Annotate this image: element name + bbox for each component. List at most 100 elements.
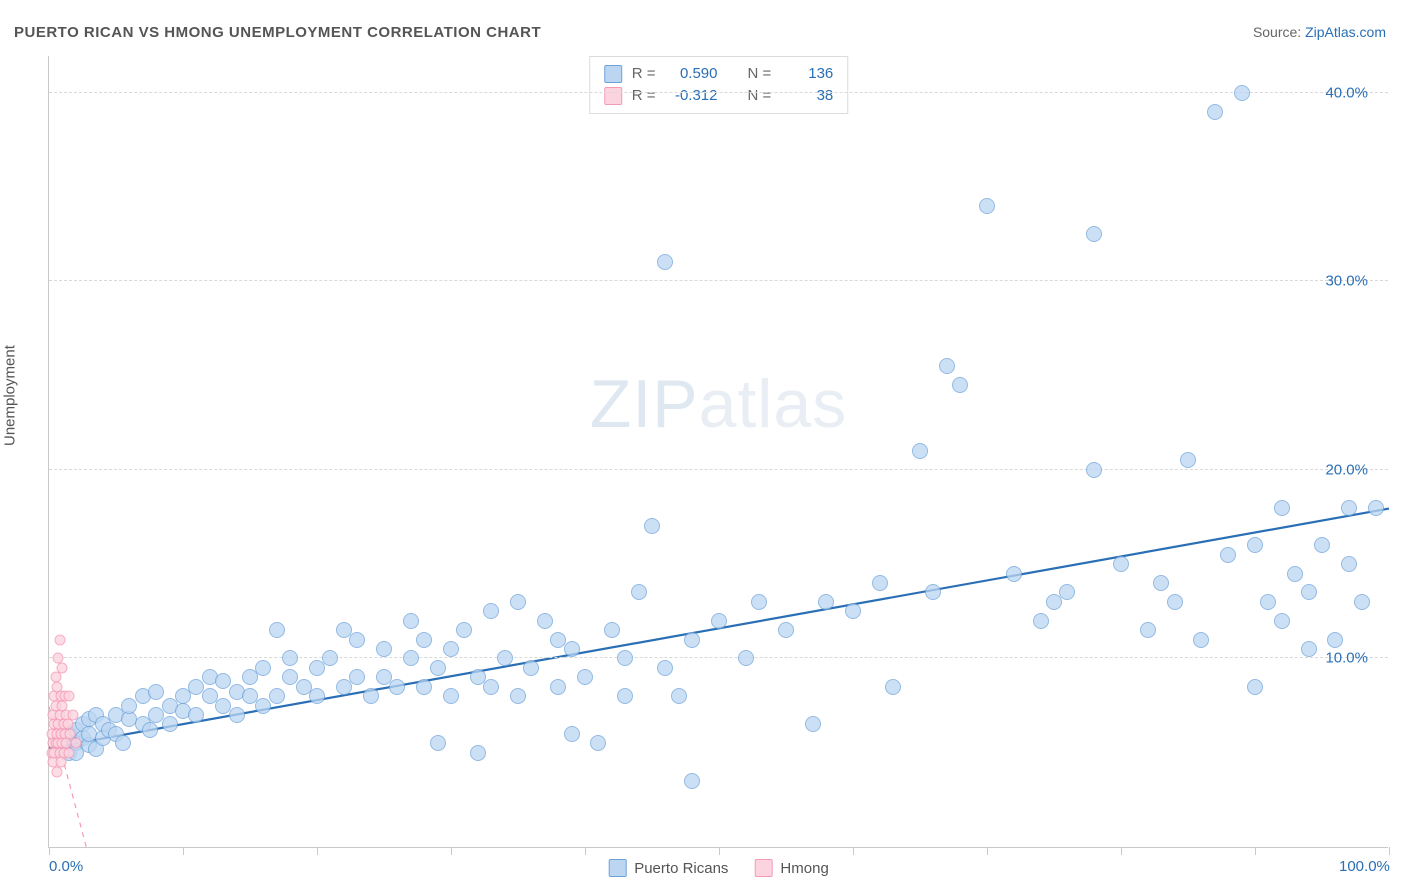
point-puerto-ricans [255, 660, 271, 676]
point-puerto-ricans [443, 688, 459, 704]
x-tick-label: 100.0% [1339, 858, 1390, 875]
point-puerto-ricans [309, 688, 325, 704]
point-puerto-ricans [142, 722, 158, 738]
source-label: Source: [1253, 24, 1301, 40]
point-puerto-ricans [416, 679, 432, 695]
point-puerto-ricans [604, 622, 620, 638]
watermark: ZIPatlas [590, 365, 847, 443]
legend-item-hmong: Hmong [754, 859, 828, 877]
point-puerto-ricans [1327, 632, 1343, 648]
point-puerto-ricans [523, 660, 539, 676]
point-puerto-ricans [403, 650, 419, 666]
gridline [49, 657, 1388, 658]
point-puerto-ricans [376, 641, 392, 657]
point-puerto-ricans [617, 688, 633, 704]
point-puerto-ricans [188, 707, 204, 723]
point-hmong [68, 710, 79, 721]
point-puerto-ricans [1207, 104, 1223, 120]
gridline [49, 469, 1388, 470]
point-puerto-ricans [845, 603, 861, 619]
point-puerto-ricans [1301, 584, 1317, 600]
point-puerto-ricans [939, 358, 955, 374]
point-puerto-ricans [952, 377, 968, 393]
point-puerto-ricans [805, 716, 821, 732]
x-tick [317, 847, 318, 855]
point-puerto-ricans [979, 198, 995, 214]
x-tick [1255, 847, 1256, 855]
point-puerto-ricans [1059, 584, 1075, 600]
point-puerto-ricans [416, 632, 432, 648]
point-puerto-ricans [322, 650, 338, 666]
point-hmong [64, 691, 75, 702]
point-puerto-ricans [1341, 500, 1357, 516]
point-puerto-ricans [1287, 566, 1303, 582]
point-puerto-ricans [229, 707, 245, 723]
point-puerto-ricans [349, 669, 365, 685]
swatch-puerto-ricans [604, 65, 622, 83]
point-puerto-ricans [657, 660, 673, 676]
point-puerto-ricans [430, 660, 446, 676]
point-puerto-ricans [510, 594, 526, 610]
point-puerto-ricans [590, 735, 606, 751]
point-puerto-ricans [1234, 85, 1250, 101]
series-legend: Puerto Ricans Hmong [608, 859, 829, 877]
point-puerto-ricans [550, 679, 566, 695]
x-tick [719, 847, 720, 855]
point-puerto-ricans [1193, 632, 1209, 648]
point-puerto-ricans [778, 622, 794, 638]
point-hmong [64, 747, 75, 758]
point-puerto-ricans [1153, 575, 1169, 591]
point-puerto-ricans [269, 688, 285, 704]
point-puerto-ricans [148, 684, 164, 700]
source-attribution: Source: ZipAtlas.com [1253, 24, 1386, 40]
legend-item-puerto-ricans: Puerto Ricans [608, 859, 728, 877]
x-tick [585, 847, 586, 855]
point-puerto-ricans [1113, 556, 1129, 572]
point-puerto-ricans [1086, 462, 1102, 478]
y-tick-label: 40.0% [1325, 84, 1368, 101]
point-puerto-ricans [389, 679, 405, 695]
point-puerto-ricans [1247, 679, 1263, 695]
point-puerto-ricans [711, 613, 727, 629]
gridline [49, 92, 1388, 93]
point-puerto-ricans [617, 650, 633, 666]
point-puerto-ricans [403, 613, 419, 629]
source-link[interactable]: ZipAtlas.com [1305, 24, 1386, 40]
point-hmong [56, 757, 67, 768]
point-puerto-ricans [282, 650, 298, 666]
swatch-hmong [604, 87, 622, 105]
point-puerto-ricans [912, 443, 928, 459]
point-puerto-ricans [564, 726, 580, 742]
point-puerto-ricans [1274, 500, 1290, 516]
point-puerto-ricans [497, 650, 513, 666]
gridline [49, 280, 1388, 281]
point-puerto-ricans [537, 613, 553, 629]
swatch-hmong-icon [754, 859, 772, 877]
point-puerto-ricans [1314, 537, 1330, 553]
point-puerto-ricans [363, 688, 379, 704]
point-puerto-ricans [1260, 594, 1276, 610]
point-puerto-ricans [925, 584, 941, 600]
point-hmong [70, 738, 81, 749]
point-puerto-ricans [738, 650, 754, 666]
point-puerto-ricans [483, 603, 499, 619]
y-tick-label: 10.0% [1325, 650, 1368, 667]
point-puerto-ricans [1354, 594, 1370, 610]
point-puerto-ricans [483, 679, 499, 695]
y-axis-label: Unemployment [2, 345, 19, 446]
point-puerto-ricans [1180, 452, 1196, 468]
chart-title: PUERTO RICAN VS HMONG UNEMPLOYMENT CORRE… [14, 24, 541, 41]
correlation-legend: R = 0.590 N = 136 R = -0.312 N = 38 [589, 56, 849, 114]
point-puerto-ricans [1167, 594, 1183, 610]
x-tick-label: 0.0% [49, 858, 83, 875]
x-tick [1389, 847, 1390, 855]
point-puerto-ricans [577, 669, 593, 685]
y-tick-label: 20.0% [1325, 461, 1368, 478]
point-puerto-ricans [510, 688, 526, 704]
point-puerto-ricans [1220, 547, 1236, 563]
x-tick [987, 847, 988, 855]
point-puerto-ricans [215, 673, 231, 689]
point-puerto-ricans [162, 716, 178, 732]
point-puerto-ricans [1247, 537, 1263, 553]
point-puerto-ricans [1368, 500, 1384, 516]
